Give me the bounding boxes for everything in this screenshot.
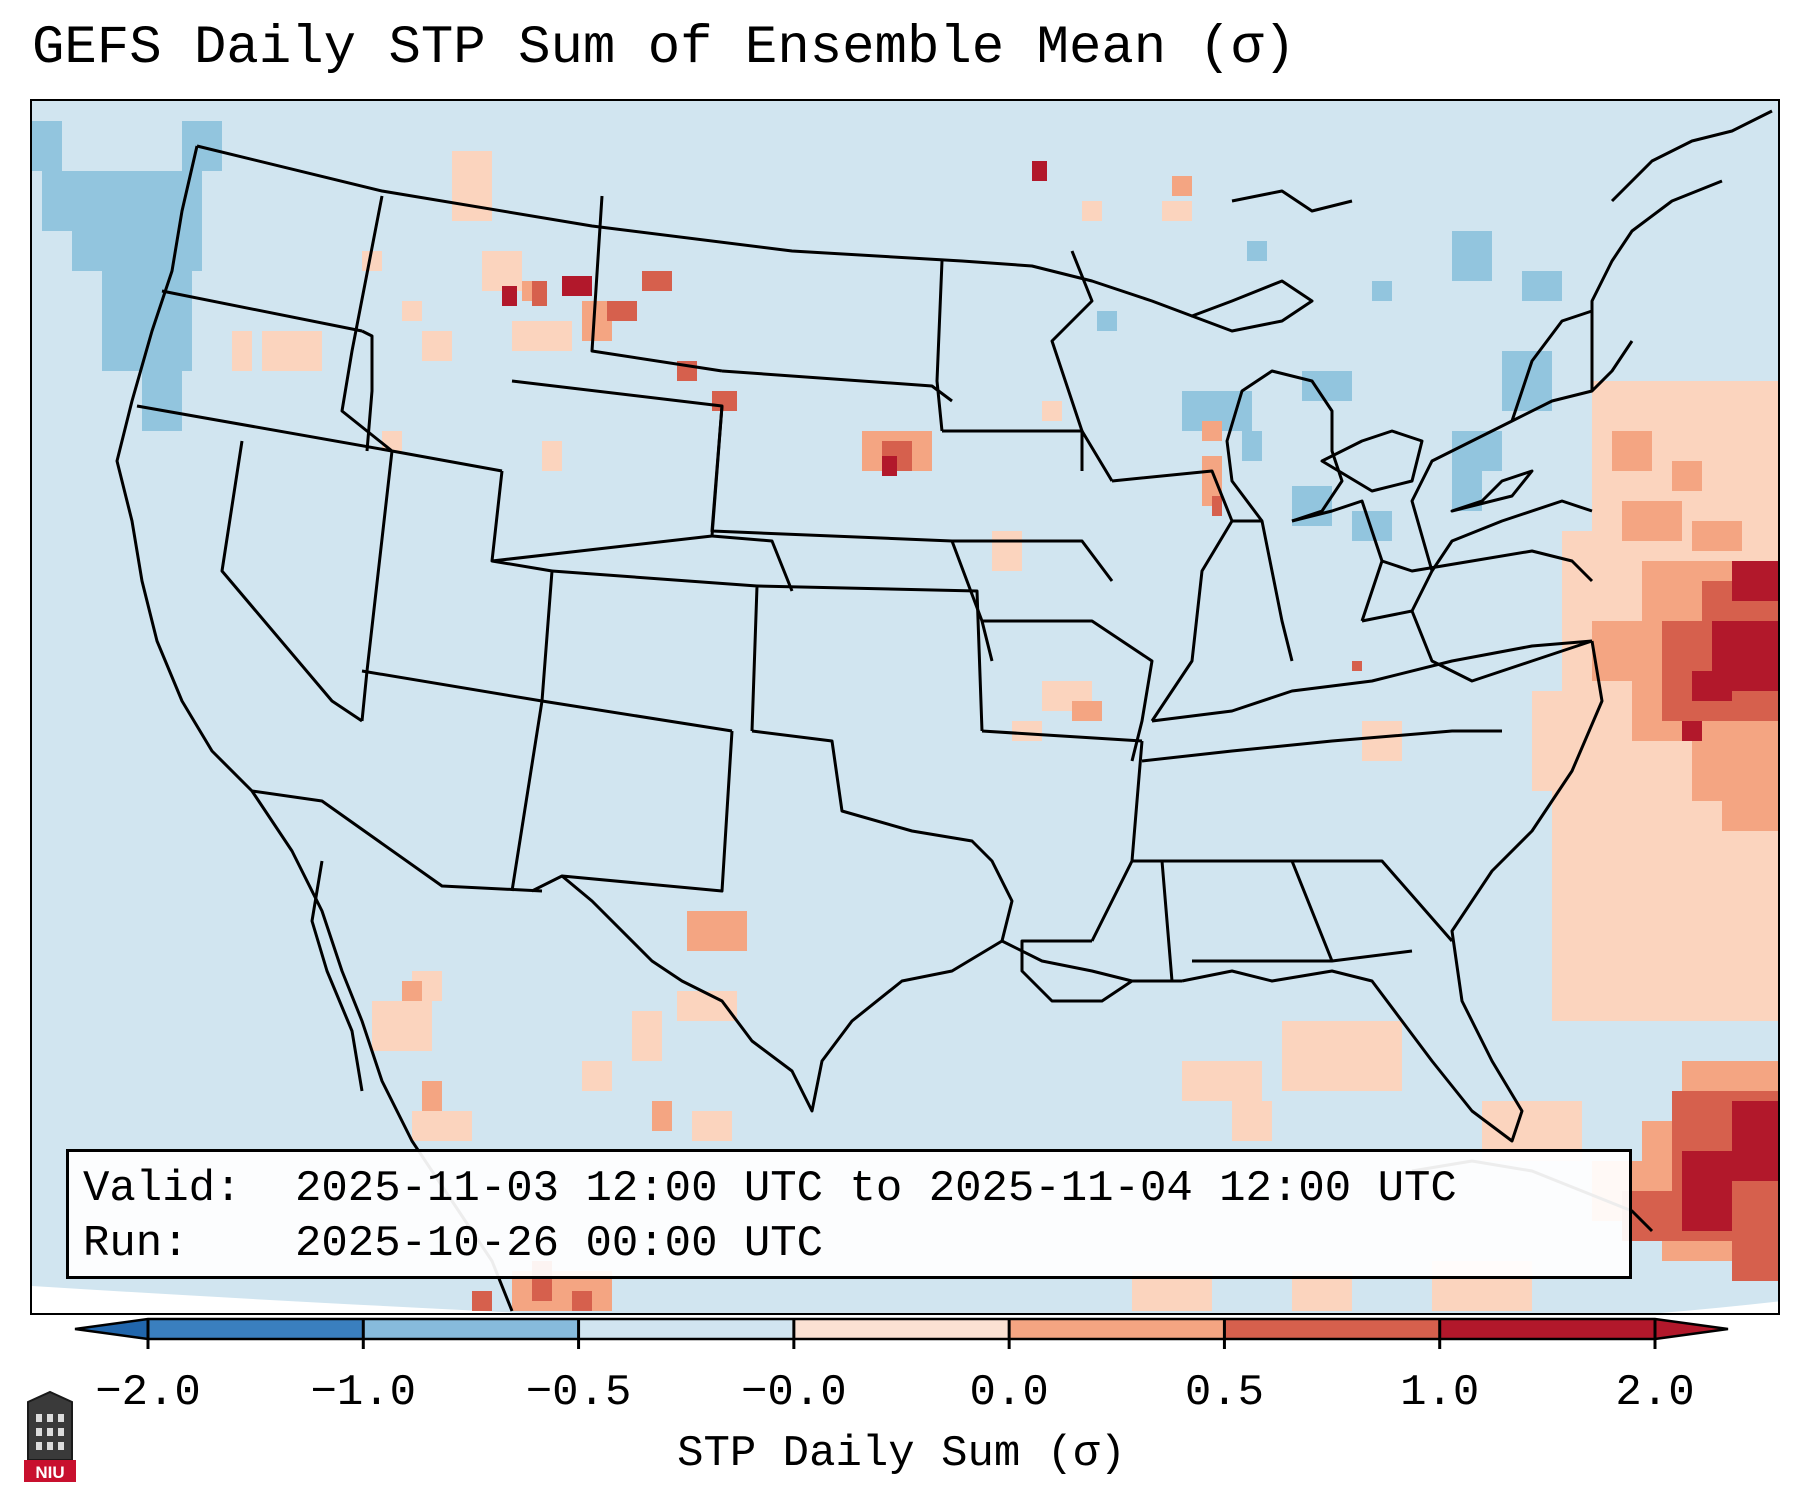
- colorbar-segment: [578, 1319, 795, 1339]
- niu-logo: NIU: [24, 1390, 76, 1482]
- logo-text: NIU: [35, 1463, 64, 1482]
- chart-title: GEFS Daily STP Sum of Ensemble Mean (σ): [32, 18, 1296, 79]
- colorbar-segment: [148, 1319, 364, 1339]
- colorbar-segment: [1224, 1319, 1441, 1339]
- map-domain: [32, 101, 1778, 1313]
- colorbar-segment: [363, 1319, 580, 1339]
- colorbar-label: STP Daily Sum (σ): [677, 1429, 1126, 1479]
- colorbar: [74, 1317, 1729, 1349]
- colorbar-tick-label: −0.0: [741, 1368, 847, 1418]
- colorbar-over-extension: [1655, 1319, 1728, 1339]
- colorbar-outline: [74, 1317, 1729, 1341]
- colorbar-segment: [793, 1319, 1010, 1339]
- colorbar-tick-label: −2.0: [95, 1368, 201, 1418]
- colorbar-segment: [1439, 1319, 1656, 1339]
- info-box: Valid: 2025-11-03 12:00 UTC to 2025-11-04…: [66, 1149, 1632, 1279]
- valid-value: 2025-11-03 12:00 UTC to 2025-11-04 12:00…: [295, 1164, 1457, 1214]
- colorbar-tick-label: 0.0: [969, 1368, 1049, 1418]
- map-svg: [32, 101, 1778, 1313]
- colorbar-tick-label: 1.0: [1400, 1368, 1480, 1418]
- colorbar-tick-marks: [146, 1319, 1657, 1349]
- colorbar-segment: [1009, 1319, 1225, 1339]
- very-strong-positive-cells: [502, 161, 1778, 1231]
- state-boundaries: [115, 109, 1773, 1312]
- colorbar-under-extension: [75, 1319, 148, 1339]
- colorbar-tick-label: 0.5: [1184, 1368, 1265, 1418]
- valid-label: Valid:: [83, 1164, 242, 1214]
- map-panel: [30, 99, 1780, 1315]
- colorbar-segments: [75, 1319, 1728, 1339]
- colorbar-tick-label: 2.0: [1615, 1368, 1695, 1418]
- run-value: 2025-10-26 00:00 UTC: [295, 1219, 824, 1269]
- negative-anomaly-cells: [32, 121, 1562, 541]
- run-label: Run:: [83, 1219, 189, 1269]
- colorbar-tick-label: −0.5: [525, 1368, 632, 1418]
- colorbar-tick-label: −1.0: [310, 1368, 417, 1418]
